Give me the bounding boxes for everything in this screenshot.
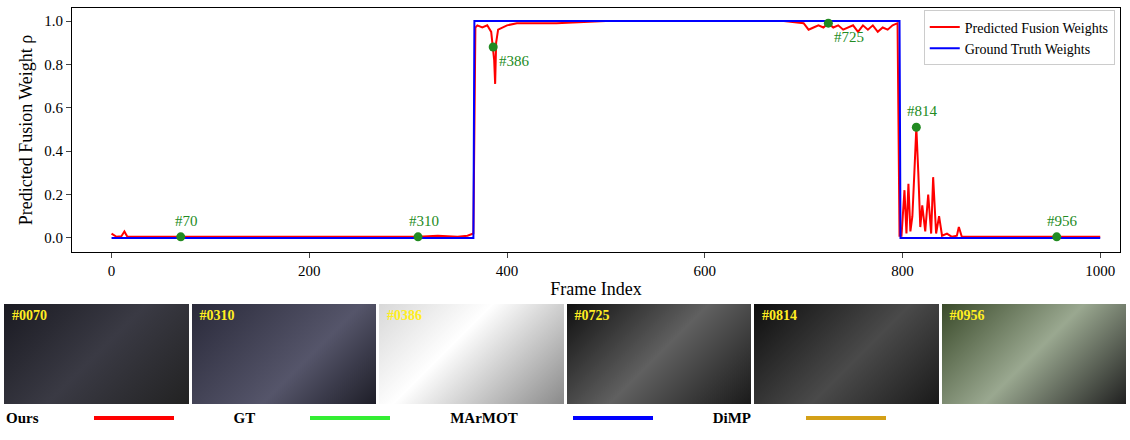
- html-text:GT: GT: [233, 409, 256, 426]
- svg-text:1.0: 1.0: [44, 13, 63, 29]
- svg-text:Ground Truth Weights: Ground Truth Weights: [965, 42, 1090, 57]
- svg-text:Predicted Fusion Weights: Predicted Fusion Weights: [965, 21, 1108, 36]
- svg-text:200: 200: [298, 263, 321, 279]
- svg-text:0.6: 0.6: [44, 100, 63, 116]
- svg-text:#725: #725: [834, 29, 864, 45]
- html-text:DiMP: DiMP: [712, 409, 751, 426]
- svg-text:Frame Index: Frame Index: [550, 279, 641, 299]
- svg-text:400: 400: [496, 263, 519, 279]
- html-text:#0725: #0725: [574, 308, 610, 323]
- svg-text:0.0: 0.0: [44, 230, 63, 246]
- html-text:Ours: Ours: [6, 409, 39, 426]
- html-text:MArMOT: MArMOT: [450, 409, 518, 426]
- svg-text:#386: #386: [499, 53, 530, 69]
- html-text:#0814: #0814: [762, 308, 797, 323]
- svg-text:0: 0: [108, 263, 116, 279]
- html-text:#0956: #0956: [949, 308, 985, 323]
- svg-text:#310: #310: [409, 213, 439, 229]
- svg-text:600: 600: [694, 263, 717, 279]
- svg-text:#70: #70: [175, 213, 198, 229]
- svg-text:0.8: 0.8: [44, 57, 63, 73]
- html-text:#0070: #0070: [12, 308, 47, 323]
- svg-text:0.2: 0.2: [44, 187, 63, 203]
- svg-text:1000: 1000: [1085, 263, 1115, 279]
- html-text:#0310: #0310: [199, 308, 235, 323]
- svg-text:800: 800: [891, 263, 914, 279]
- svg-text:0.4: 0.4: [44, 143, 63, 159]
- svg-text:#814: #814: [907, 103, 938, 119]
- svg-text:#956: #956: [1047, 213, 1078, 229]
- svg-text:Predicted Fusion Weight ρ: Predicted Fusion Weight ρ: [16, 35, 36, 226]
- html-text:#0386: #0386: [387, 308, 422, 323]
